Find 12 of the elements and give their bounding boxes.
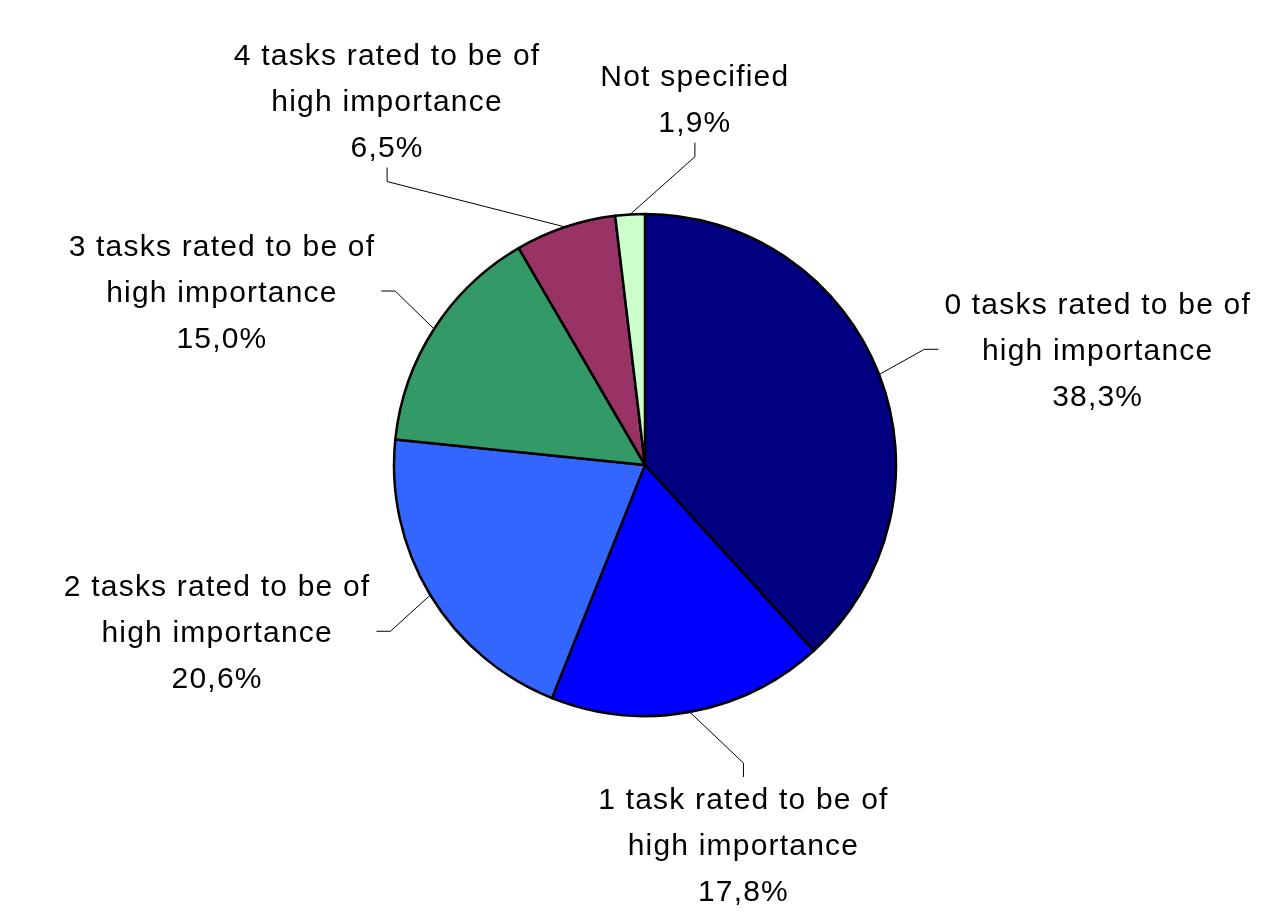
data-label: 6,5% bbox=[350, 130, 424, 164]
slice-label: 3 tasks rated to be of high importance bbox=[68, 228, 376, 308]
slice-label: 0 tasks rated to be of high importance bbox=[944, 286, 1251, 366]
slice-label: 2 tasks rated to be of high importance bbox=[63, 568, 371, 648]
data-label: 1,9% bbox=[658, 105, 732, 139]
slice-label: 1 task rated to be of high importance bbox=[598, 781, 889, 861]
data-label: 15,0% bbox=[176, 320, 268, 354]
slice-label: 4 tasks rated to be of high importance bbox=[233, 38, 541, 118]
data-label: 20,6% bbox=[171, 660, 263, 694]
slice-label: Not specified bbox=[600, 59, 790, 93]
data-label: 38,3% bbox=[1052, 378, 1144, 412]
data-label: 17,8% bbox=[697, 873, 789, 907]
